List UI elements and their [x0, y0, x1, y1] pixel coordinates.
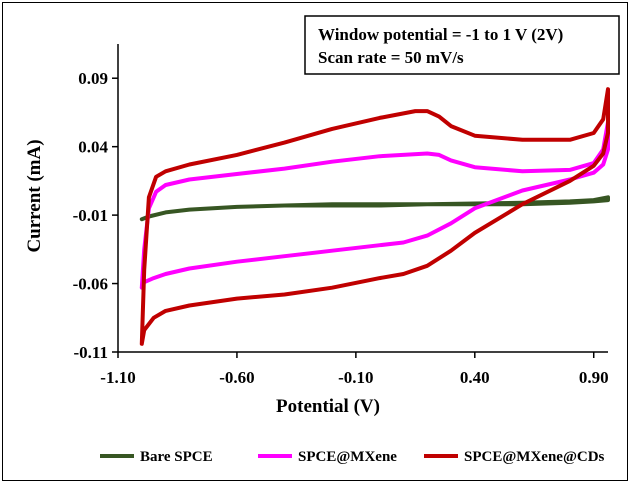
x-tick-label-1: -0.60	[219, 368, 254, 387]
y-axis-title: Current (mA)	[24, 139, 45, 252]
y-tick-label-3: -0.06	[73, 275, 108, 294]
series-layer	[139, 87, 610, 346]
y-tick-label-0: 0.09	[78, 69, 108, 88]
y-tick-label-1: 0.04	[78, 138, 108, 157]
series-line-2	[139, 87, 610, 346]
legend: Bare SPCE SPCE@MXene SPCE@MXene@CDs	[100, 449, 605, 465]
y-tick-label-2: -0.01	[73, 206, 108, 225]
x-axis-title: Potential (V)	[276, 396, 380, 417]
x-tick-label-3: 0.40	[460, 368, 490, 387]
axes-layer	[117, 44, 608, 353]
x-tick-label-4: 0.90	[579, 368, 609, 387]
ticks-layer: -1.10 -0.60 -0.10 0.40 0.90 0.09 0.04 -0.01 -0.0…	[73, 69, 609, 387]
y-tick-label-4: -0.11	[74, 343, 108, 362]
annotation-line-2: Scan rate = 50 mV/s	[318, 48, 464, 67]
annotation-line-1: Window potential = -1 to 1 V (2V)	[318, 25, 563, 44]
legend-label-1: SPCE@MXene	[298, 449, 397, 465]
legend-label-2: SPCE@MXene@CDs	[464, 449, 605, 465]
annotation-box: Window potential = -1 to 1 V (2V) Scan r…	[304, 15, 620, 75]
series-line-0	[139, 195, 610, 222]
x-tick-label-0: -1.10	[100, 368, 135, 387]
chart-frame	[2, 2, 628, 481]
annotation-frame	[304, 15, 620, 75]
legend-label-0: Bare SPCE	[140, 449, 213, 465]
x-tick-label-2: -0.10	[338, 368, 373, 387]
